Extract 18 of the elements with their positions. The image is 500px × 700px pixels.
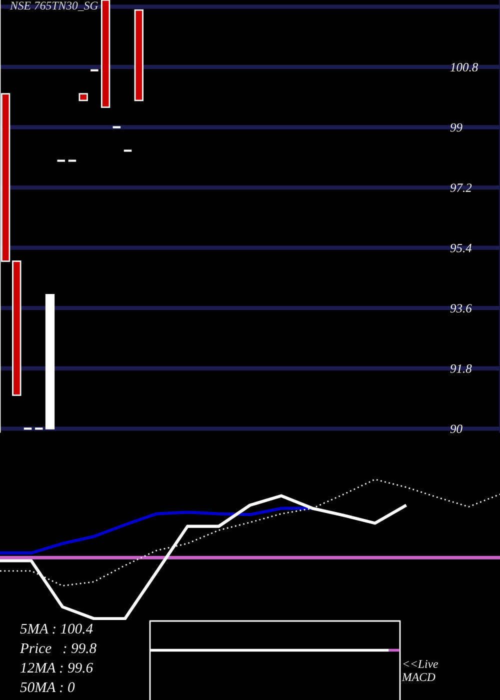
candlestick — [12, 260, 22, 396]
candlestick — [45, 294, 55, 430]
y-tick-label: 90 — [450, 424, 462, 434]
text: Price : 99.8 — [20, 643, 96, 654]
text: 12MA : 99.6 — [20, 662, 93, 673]
y-tick-label: 93.6 — [450, 304, 472, 313]
y-tick-label: 99 — [450, 123, 462, 132]
candlestick — [100, 0, 110, 108]
y-tick-label: 97.2 — [450, 184, 472, 192]
candlestick — [134, 9, 144, 102]
y-tick-label: 100.8 — [450, 63, 478, 72]
text: <<Live MACD — [402, 660, 438, 682]
y-tick-label: 91.8 — [450, 364, 472, 373]
text: 5MA : 100.4 — [20, 624, 93, 634]
candlestick — [78, 93, 88, 102]
chart-title: NSE 765TN30_SG — [10, 2, 98, 12]
text: 50MA : 0 — [20, 682, 75, 692]
y-tick-label: 95.4 — [450, 244, 472, 252]
